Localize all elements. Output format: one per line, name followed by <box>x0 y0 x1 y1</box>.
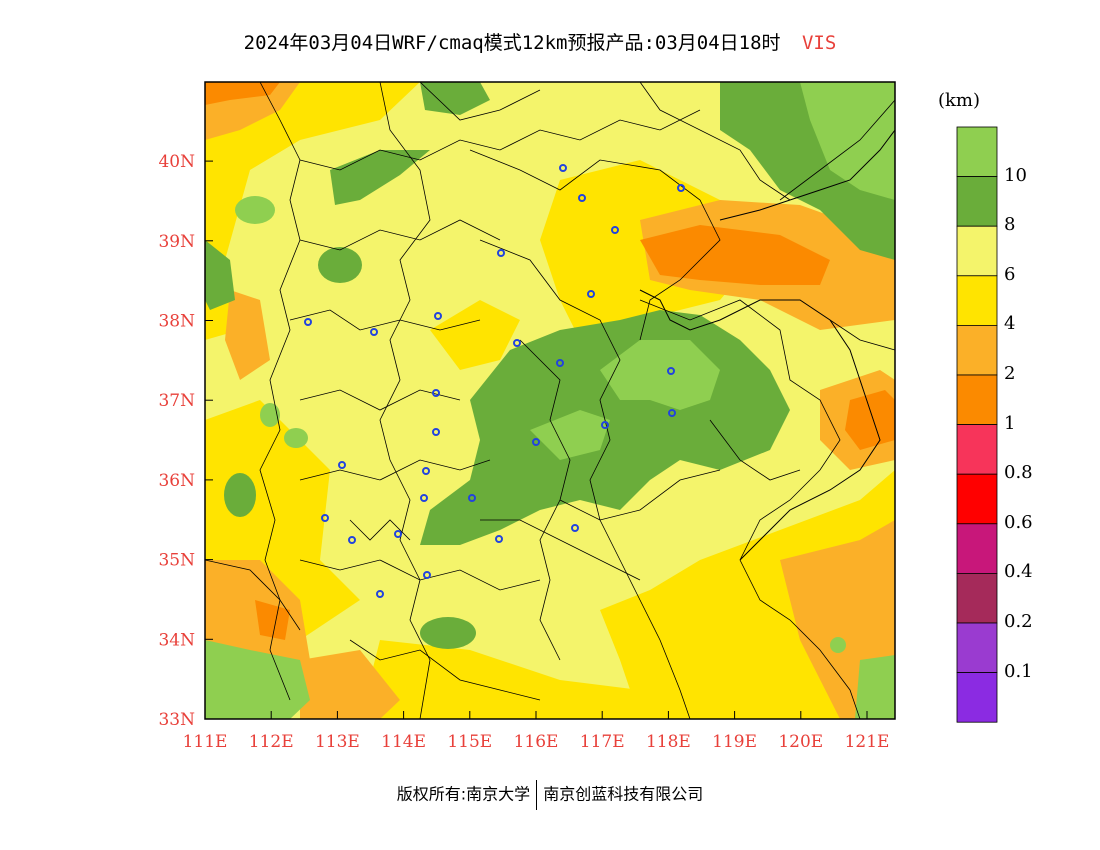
copyright-footer: 版权所有:南京大学 南京创蓝科技有限公司 <box>0 780 1100 810</box>
colorbar-swatch <box>956 573 998 624</box>
colorbar-swatch <box>956 225 998 277</box>
station-marker <box>668 409 676 417</box>
colorbar-level-label: 6 <box>1004 263 1016 285</box>
lat-tick-label: 38N <box>158 312 195 332</box>
lon-tick-label: 117E <box>580 732 625 752</box>
station-marker <box>587 290 595 298</box>
longitude-axis: 111E 112E 113E 114E 115E 116E 117E 118E 119E 120E… <box>183 711 890 752</box>
colorbar-level-label: 0.2 <box>1004 611 1033 632</box>
station-marker <box>497 249 505 257</box>
lon-tick-label: 120E <box>778 732 823 752</box>
colorbar-swatch <box>956 275 998 326</box>
lon-tick-label: 112E <box>249 732 294 752</box>
station-marker <box>304 318 312 326</box>
station-marker <box>420 494 428 502</box>
colorbar-level-label: 0.4 <box>1004 561 1033 583</box>
colorbar-level-label: 4 <box>1004 313 1016 335</box>
station-marker <box>370 328 378 336</box>
map-title: 2024年03月04日WRF/cmaq模式12km预报产品:03月04日18时 … <box>0 28 1080 55</box>
station-marker <box>559 164 567 172</box>
station-marker <box>423 571 431 579</box>
lon-tick-label: 113E <box>315 732 360 752</box>
station-marker <box>376 590 384 598</box>
station-marker <box>556 359 564 367</box>
lat-tick-label: 39N <box>158 232 195 252</box>
lat-tick-label: 34N <box>158 630 195 650</box>
station-marker <box>468 494 476 502</box>
colorbar-swatch <box>956 176 998 227</box>
colorbar-swatch <box>956 374 998 425</box>
lon-tick-label: 114E <box>381 732 426 752</box>
colorbar-level-label: 0.6 <box>1004 511 1033 533</box>
colorbar-unit: (km) <box>938 90 981 111</box>
footer-separator <box>536 780 538 810</box>
colorbar-swatch <box>956 324 998 376</box>
station-marker <box>578 194 586 202</box>
colorbar-swatch <box>956 126 998 177</box>
colorbar-swatch <box>956 523 998 574</box>
visibility-field <box>205 82 895 719</box>
lon-tick-label: 115E <box>447 732 492 752</box>
station-marker <box>495 535 503 543</box>
station-marker <box>532 438 540 446</box>
lat-tick-label: 35N <box>158 551 195 571</box>
footer-right: 南京创蓝科技有限公司 <box>543 784 704 804</box>
colorbar-swatch <box>956 622 998 673</box>
boundary-lines <box>205 82 895 719</box>
station-marker <box>348 536 356 544</box>
title-variable: VIS <box>801 32 837 54</box>
colorbar-level-label: 0.1 <box>1004 660 1033 682</box>
lon-tick-label: 118E <box>646 732 691 752</box>
title-main: 2024年03月04日WRF/cmaq模式12km预报产品:03月04日18时 <box>243 32 781 54</box>
colorbar-level-label: 1 <box>1004 412 1016 434</box>
colorbar-swatch <box>956 424 998 475</box>
colorbar-level-label: 10 <box>1004 164 1027 186</box>
station-marker <box>432 389 440 397</box>
lat-tick-label: 40N <box>158 152 195 172</box>
station-marker <box>394 530 402 538</box>
lon-tick-label: 119E <box>712 732 757 752</box>
colorbar-level-label: 8 <box>1004 214 1016 236</box>
footer-left: 版权所有:南京大学 <box>396 784 531 804</box>
coastline <box>639 129 895 561</box>
station-marker <box>601 421 609 429</box>
lat-tick-label: 36N <box>158 471 195 491</box>
lat-tick-label: 33N <box>158 710 195 730</box>
station-marker <box>321 514 329 522</box>
station-marker <box>422 467 430 475</box>
colorbar-swatch <box>956 473 998 525</box>
station-marker <box>338 461 346 469</box>
lon-tick-label: 111E <box>183 732 228 752</box>
lon-tick-label: 116E <box>514 732 559 752</box>
station-marker <box>571 524 579 532</box>
station-marker <box>434 312 442 320</box>
lat-tick-label: 37N <box>158 391 195 411</box>
latitude-axis: 40N 39N 38N 37N 36N 35N 34N 33N <box>158 152 213 730</box>
station-marker <box>677 184 685 192</box>
lon-tick-label: 121E <box>845 732 890 752</box>
station-marker <box>667 367 675 375</box>
colorbar-swatch <box>956 672 998 723</box>
colorbar-level-label: 2 <box>1004 363 1016 384</box>
colorbar-level-label: 0.8 <box>1004 462 1033 484</box>
station-markers <box>304 164 685 598</box>
station-marker <box>611 226 619 234</box>
colorbar <box>956 126 998 723</box>
station-marker <box>513 339 521 347</box>
station-marker <box>432 428 440 436</box>
